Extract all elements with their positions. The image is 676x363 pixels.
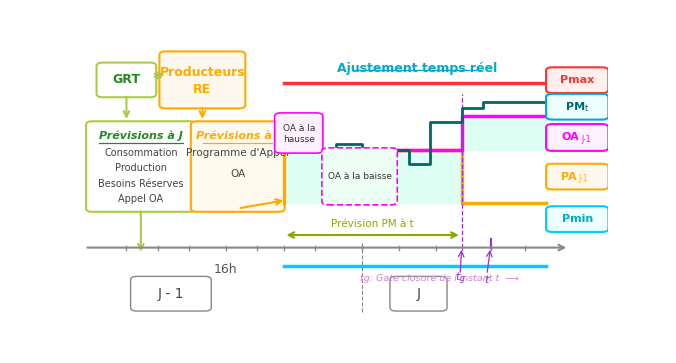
Text: OA à la: OA à la — [283, 125, 315, 134]
FancyBboxPatch shape — [130, 276, 212, 311]
FancyBboxPatch shape — [191, 121, 285, 212]
FancyBboxPatch shape — [97, 62, 156, 97]
FancyBboxPatch shape — [546, 206, 608, 232]
Text: tg: Gate closure de l'instant t  ⟶: tg: Gate closure de l'instant t ⟶ — [360, 274, 518, 284]
Text: Appel OA: Appel OA — [118, 194, 164, 204]
FancyBboxPatch shape — [546, 94, 608, 119]
Text: Prévisions à J: Prévisions à J — [99, 131, 183, 141]
Text: OA: OA — [562, 132, 579, 142]
Text: 16h: 16h — [214, 263, 238, 276]
FancyBboxPatch shape — [274, 113, 323, 153]
Text: hausse: hausse — [283, 135, 315, 143]
FancyBboxPatch shape — [546, 164, 608, 189]
Text: $t$: $t$ — [483, 273, 490, 285]
Text: Prévision PM à t: Prévision PM à t — [331, 219, 414, 229]
Text: PM: PM — [566, 102, 585, 112]
FancyBboxPatch shape — [390, 276, 447, 311]
Text: J-1: J-1 — [579, 174, 588, 183]
Text: t: t — [585, 105, 588, 114]
Text: OA: OA — [230, 169, 245, 179]
Text: PA: PA — [560, 172, 577, 182]
Text: Production: Production — [115, 163, 167, 174]
FancyBboxPatch shape — [322, 148, 397, 205]
Text: J-1: J-1 — [581, 135, 592, 144]
FancyBboxPatch shape — [546, 124, 608, 151]
Text: Producteurs: Producteurs — [160, 66, 245, 79]
Text: Ajustement temps réel: Ajustement temps réel — [337, 62, 498, 75]
Text: Prévisions à J: Prévisions à J — [196, 131, 280, 141]
FancyBboxPatch shape — [86, 121, 195, 212]
Text: $t_g$: $t_g$ — [455, 271, 466, 287]
Text: Besoins Réserves: Besoins Réserves — [98, 179, 184, 189]
Text: J - 1: J - 1 — [158, 287, 184, 301]
Text: RE: RE — [193, 83, 212, 97]
FancyBboxPatch shape — [160, 52, 245, 109]
Text: Consommation: Consommation — [104, 148, 178, 158]
Text: OA à la baisse: OA à la baisse — [328, 172, 391, 181]
FancyBboxPatch shape — [546, 67, 608, 93]
Text: GRT: GRT — [112, 73, 141, 86]
Text: Programme d'Appel: Programme d'Appel — [186, 148, 289, 158]
Text: Pmax: Pmax — [560, 75, 594, 85]
Text: J: J — [416, 287, 420, 301]
Text: Pmin: Pmin — [562, 214, 593, 224]
